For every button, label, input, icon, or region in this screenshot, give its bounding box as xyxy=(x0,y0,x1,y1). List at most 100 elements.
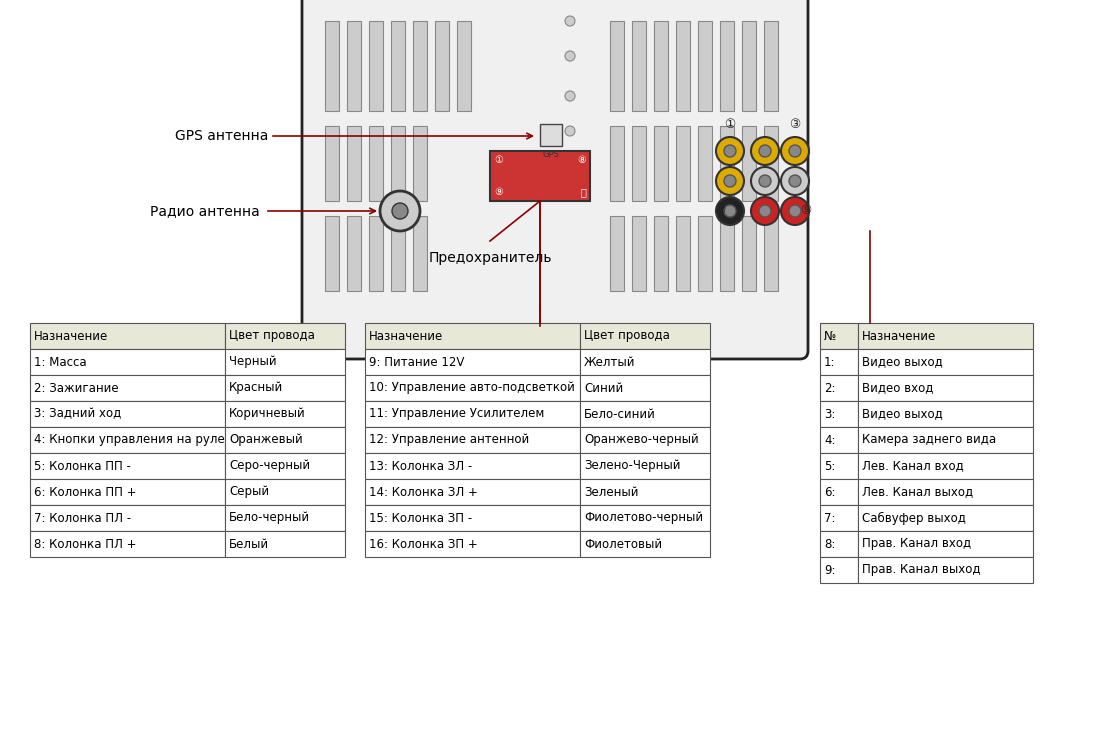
Circle shape xyxy=(724,145,736,157)
Bar xyxy=(632,126,646,201)
Text: Оранжевый: Оранжевый xyxy=(229,433,302,447)
Text: 8: Колонка ПЛ +: 8: Колонка ПЛ + xyxy=(34,537,136,551)
Bar xyxy=(225,453,345,479)
Text: Черный: Черный xyxy=(229,356,277,368)
Bar xyxy=(858,479,1033,505)
Bar xyxy=(225,375,345,401)
Bar xyxy=(820,375,858,401)
Bar xyxy=(365,349,580,375)
Bar xyxy=(654,21,668,111)
Text: 9:: 9: xyxy=(824,563,836,576)
Bar xyxy=(413,216,427,291)
Bar xyxy=(858,375,1033,401)
Circle shape xyxy=(782,137,809,165)
Text: Сабвуфер выход: Сабвуфер выход xyxy=(862,511,966,525)
Circle shape xyxy=(782,197,809,225)
Bar xyxy=(365,453,580,479)
Bar xyxy=(858,453,1033,479)
Text: Цвет провода: Цвет провода xyxy=(584,330,670,342)
Bar xyxy=(365,323,580,349)
Bar xyxy=(654,216,668,291)
Text: Синий: Синий xyxy=(584,382,623,394)
Text: 6: Колонка ПП +: 6: Колонка ПП + xyxy=(34,485,136,499)
Text: ①: ① xyxy=(724,118,736,131)
Bar xyxy=(325,126,339,201)
Text: 11: Управление Усилителем: 11: Управление Усилителем xyxy=(369,408,545,420)
Bar xyxy=(820,453,858,479)
Text: 5:: 5: xyxy=(824,459,836,473)
Circle shape xyxy=(716,137,744,165)
Circle shape xyxy=(716,197,744,225)
Text: Лев. Канал выход: Лев. Канал выход xyxy=(862,485,973,499)
Bar xyxy=(610,216,624,291)
Text: Назначение: Назначение xyxy=(862,330,937,342)
Text: Видео выход: Видео выход xyxy=(862,356,943,368)
Text: 14: Колонка ЗЛ +: 14: Колонка ЗЛ + xyxy=(369,485,478,499)
Text: Камера заднего вида: Камера заднего вида xyxy=(862,433,996,447)
Circle shape xyxy=(751,197,779,225)
Bar xyxy=(580,427,710,453)
Bar xyxy=(820,427,858,453)
Bar xyxy=(365,427,580,453)
Bar xyxy=(346,126,361,201)
Bar xyxy=(580,479,710,505)
Bar xyxy=(676,21,690,111)
Text: Видео выход: Видео выход xyxy=(862,408,943,420)
Circle shape xyxy=(789,175,801,187)
Bar xyxy=(30,401,225,427)
Text: 5: Колонка ПП -: 5: Колонка ПП - xyxy=(34,459,131,473)
Circle shape xyxy=(759,145,770,157)
Bar xyxy=(225,349,345,375)
Bar xyxy=(413,126,427,201)
Text: 7:: 7: xyxy=(824,511,836,525)
Text: GPS: GPS xyxy=(542,150,559,159)
Text: 4:: 4: xyxy=(824,433,836,447)
Circle shape xyxy=(565,16,575,26)
Bar xyxy=(632,21,646,111)
Bar xyxy=(225,401,345,427)
Bar xyxy=(435,21,449,111)
Bar xyxy=(820,401,858,427)
Bar xyxy=(391,21,405,111)
Bar xyxy=(720,126,734,201)
Text: Желтый: Желтый xyxy=(584,356,635,368)
Text: Фиолетово-черный: Фиолетово-черный xyxy=(584,511,703,525)
Text: 13: Колонка ЗЛ -: 13: Колонка ЗЛ - xyxy=(369,459,473,473)
Bar xyxy=(365,401,580,427)
Bar xyxy=(580,375,710,401)
Circle shape xyxy=(789,205,801,217)
Text: 7: Колонка ПЛ -: 7: Колонка ПЛ - xyxy=(34,511,131,525)
Bar xyxy=(369,126,383,201)
Bar xyxy=(30,375,225,401)
Bar xyxy=(820,531,858,557)
Text: Лев. Канал вход: Лев. Канал вход xyxy=(862,459,964,473)
Circle shape xyxy=(759,205,770,217)
Text: 9: Питание 12V: 9: Питание 12V xyxy=(369,356,464,368)
Text: 6:: 6: xyxy=(824,485,836,499)
Bar xyxy=(720,216,734,291)
Bar xyxy=(720,21,734,111)
Bar xyxy=(225,505,345,531)
Bar xyxy=(346,21,361,111)
Bar xyxy=(632,216,646,291)
Text: Назначение: Назначение xyxy=(34,330,108,342)
Text: 3: Задний ход: 3: Задний ход xyxy=(34,408,122,420)
Bar xyxy=(30,427,225,453)
Text: ⑧: ⑧ xyxy=(577,155,586,165)
Bar xyxy=(610,21,624,111)
Bar xyxy=(820,323,858,349)
Bar xyxy=(30,505,225,531)
Bar xyxy=(490,151,590,201)
Bar xyxy=(610,126,624,201)
Bar xyxy=(858,557,1033,583)
Bar xyxy=(30,323,225,349)
Text: ⑨: ⑨ xyxy=(494,187,503,197)
Circle shape xyxy=(789,145,801,157)
Bar xyxy=(457,21,470,111)
Bar xyxy=(699,126,712,201)
Bar xyxy=(540,124,562,146)
Circle shape xyxy=(380,191,420,231)
Bar xyxy=(30,453,225,479)
Text: Радио антенна: Радио антенна xyxy=(151,204,260,218)
Bar xyxy=(325,21,339,111)
